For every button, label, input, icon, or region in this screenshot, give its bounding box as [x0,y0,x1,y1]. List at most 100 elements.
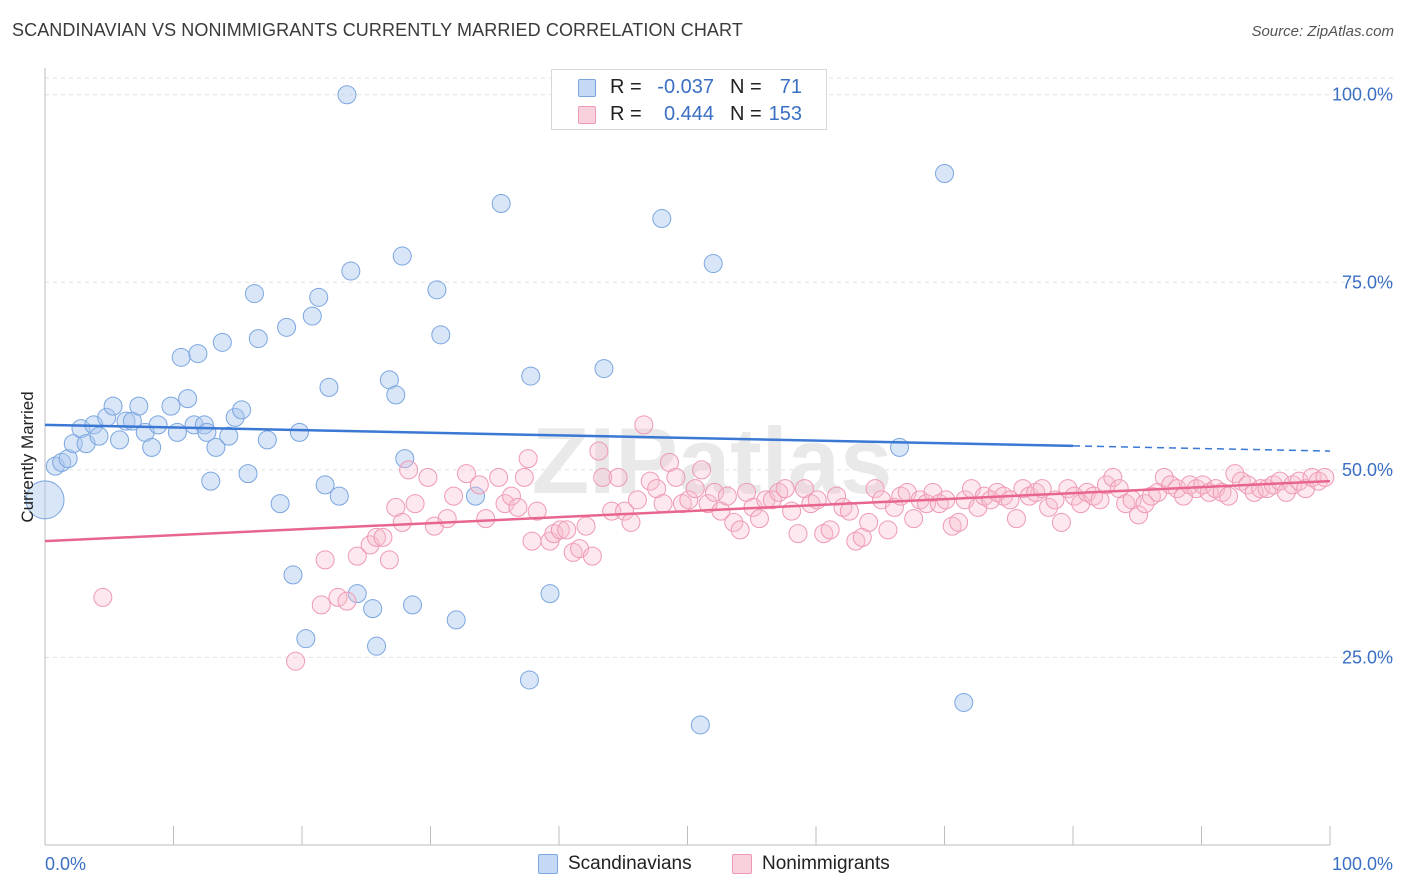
y-tick-label: 50.0% [1342,460,1393,480]
nonimmigrants-point [399,460,419,480]
scandinavians-point [178,389,198,409]
nonimmigrants-point [1141,486,1161,506]
legend-r-label: R = [610,76,642,98]
nonimmigrants-point [347,546,367,566]
grid-layer [45,77,1393,658]
scandinavians-point [519,670,539,690]
nonimmigrants-point [582,546,602,566]
scandinavians-point [110,430,130,450]
nonimmigrants-point [1283,475,1303,495]
scandinavians-point [386,385,406,405]
nonimmigrants-point [286,651,306,671]
legend-n-value: 71 [779,76,802,98]
nonimmigrants-point [814,524,834,544]
chart-title: SCANDINAVIAN VS NONIMMIGRANTS CURRENTLY … [12,20,743,40]
nonimmigrants-point [904,509,924,529]
scandinavians-point [315,475,335,495]
scandinavians-point [225,407,245,427]
scandinavians-point [219,426,239,446]
scandinavians-point [594,359,614,379]
nonimmigrants-point [456,464,476,484]
nonimmigrants-point [762,490,782,510]
nonimmigrants-point [1051,512,1071,532]
scandinavians-points [25,85,974,735]
nonimmigrants-point [518,449,538,469]
scandinavians-point [89,426,109,446]
nonimmigrants-point [544,524,564,544]
scandinavians-point [167,422,187,442]
nonimmigrants-point [608,467,628,487]
nonimmigrants-point [704,482,724,502]
legend-row-nonimmigrants: R = 0.444 N = 153 [552,101,826,127]
nonimmigrants-point [1116,494,1136,514]
y-axis-title: Currently Married [18,391,37,522]
scandinavians-point [427,280,447,300]
scandinavians-point [395,449,415,469]
scandinavians-point [363,599,383,619]
scandinavians-point [337,85,357,105]
nonimmigrants-point [865,479,885,499]
nonimmigrants-point [615,501,635,521]
scandinavians-point [103,396,123,416]
scandinavians-point [540,584,560,604]
nonimmigrants-point [522,531,542,551]
nonimmigrants-point [1026,482,1046,502]
nonimmigrants-point [337,591,357,611]
nonimmigrants-point [576,516,596,536]
scandinavians-point [431,325,451,345]
nonimmigrants-point [1225,464,1245,484]
x-tick-label-max: 100.0% [1332,854,1393,874]
nonimmigrants-point [1129,505,1149,525]
nonimmigrants-point [1270,471,1290,491]
nonimmigrants-point [730,520,750,540]
scandinavians-point [232,400,252,420]
scandinavians-point [367,636,387,656]
axes-layer [44,68,1331,846]
nonimmigrants-point [527,501,547,521]
scandinavians-point [171,347,191,367]
legend-label-nonimmigrants: Nonimmigrants [762,853,890,874]
nonimmigrants-point [627,490,647,510]
nonimmigrants-point [1315,467,1335,487]
nonimmigrants-point [593,467,613,487]
nonimmigrants-point [692,460,712,480]
axis-labels: 25.0% 50.0% 75.0% 100.0% 0.0% 100.0% Currently… [18,85,1393,874]
nonimmigrants-point [653,494,673,514]
nonimmigrants-point [666,467,686,487]
scandinavians-point [341,261,361,281]
nonimmigrants-point [392,512,412,532]
scandinavians-point [446,610,466,630]
scandinavians-point [703,254,723,274]
nonimmigrants-point [981,490,1001,510]
nonimmigrants-point [311,595,331,615]
trend-lines [44,423,1331,543]
nonimmigrants-point [93,587,113,607]
scandinavians-point [52,452,72,472]
legend-n-label: N = [730,103,762,125]
y-tick-label: 75.0% [1342,272,1393,292]
nonimmigrants-point [589,441,609,461]
y-tick-label: 100.0% [1332,85,1393,105]
legend-swatch-pink [578,106,596,124]
scandinavians-point [319,377,339,397]
nonimmigrants-point [724,512,744,532]
legend-swatch-nonimmigrants [732,854,752,874]
nonimmigrants-point [640,471,660,491]
legend-swatch-scandinavians [538,854,558,874]
nonimmigrants-point [1193,475,1213,495]
scandinavians-point [71,419,91,439]
nonimmigrants-point [1154,467,1174,487]
scandinavians-point [347,584,367,604]
scandinavians-point [954,692,974,712]
scandinavians-point [329,486,349,506]
nonimmigrants-point [495,494,515,514]
nonimmigrants-point [1218,486,1238,506]
legend-r-value: -0.037 [657,76,714,98]
scandinavians-point [161,396,181,416]
nonimmigrants-point [508,497,528,517]
legend-r-value: 0.444 [663,103,714,125]
nonimmigrants-point [846,531,866,551]
scandinavians-point [270,494,290,514]
y-tick-label: 25.0% [1342,647,1393,667]
